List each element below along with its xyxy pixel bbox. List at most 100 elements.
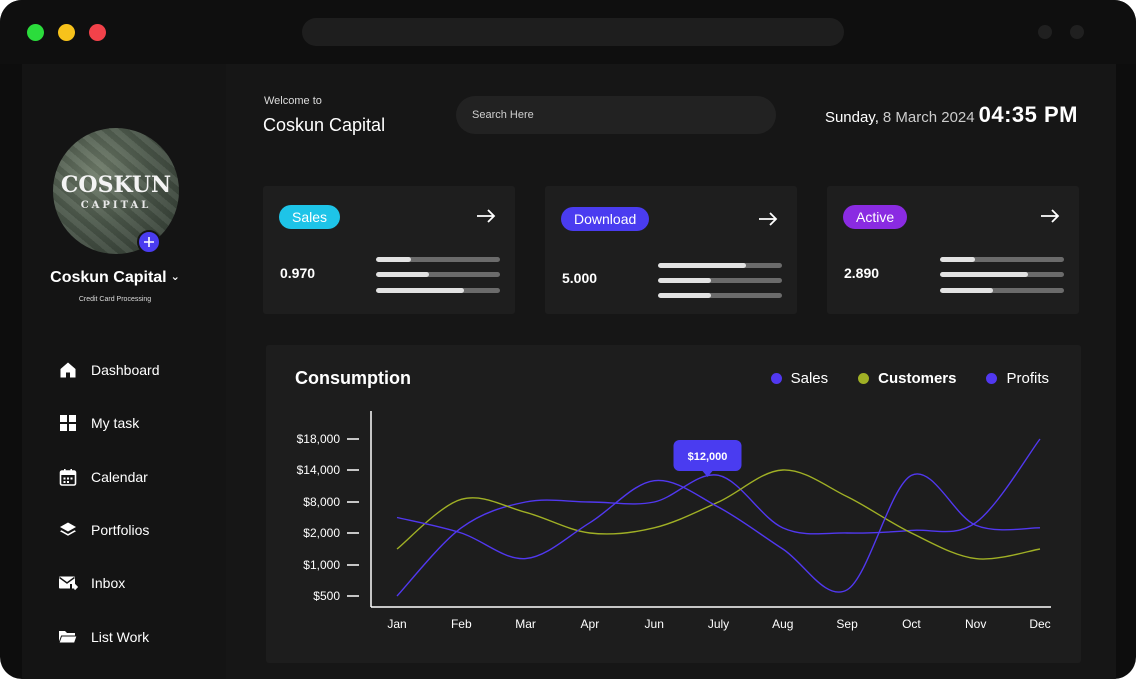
legend-dot	[770, 373, 782, 384]
legend-label: Profits	[1006, 370, 1049, 387]
legend-item-customers[interactable]: Customers	[858, 370, 956, 387]
arrow-right-icon[interactable]	[757, 211, 779, 227]
sidebar-item-label: Portfolios	[91, 522, 150, 538]
sidebar-item-list-work[interactable]: List Work	[58, 625, 218, 649]
series-line-customers	[396, 469, 1041, 560]
stat-card-download: Download 5.000	[545, 186, 797, 314]
progress-bar	[940, 288, 1064, 293]
x-tick-label: Mar	[515, 617, 536, 631]
sidebar-item-inbox[interactable]: Inbox	[58, 571, 218, 595]
y-tick-label: $14,000	[297, 463, 341, 477]
sidebar: COSKUN CAPITAL Coskun Capital ⌄ Credit Ca…	[22, 64, 226, 679]
company-switcher[interactable]: Coskun Capital ⌄	[22, 269, 208, 287]
chevron-down-icon: ⌄	[170, 271, 180, 283]
y-tick-label: $8,000	[303, 495, 340, 509]
layers-icon	[58, 520, 78, 540]
stat-value: 5.000	[562, 270, 598, 286]
progress-bar	[376, 257, 500, 262]
y-tick-label: $1,000	[303, 558, 340, 572]
sidebar-item-label: Calendar	[91, 469, 148, 485]
calendar-icon	[58, 467, 78, 487]
progress-bar	[940, 257, 1064, 262]
time-label: 04:35 PM	[978, 102, 1078, 127]
mail-icon	[58, 573, 78, 593]
chart-legend: Sales Customers Profits	[741, 370, 1049, 387]
legend-label: Customers	[878, 370, 957, 387]
x-tick-label: Dec	[1029, 617, 1050, 631]
series-line-profits	[396, 473, 1041, 593]
series-line-sales	[396, 438, 1041, 597]
y-tick-label: $2,000	[303, 526, 340, 540]
arrow-right-icon[interactable]	[475, 208, 497, 224]
close-window-button[interactable]	[89, 24, 106, 41]
date-time: Sunday, 8 March 2024 04:35 PM	[825, 102, 1078, 128]
progress-bar	[376, 288, 500, 293]
arrow-right-icon[interactable]	[1039, 208, 1061, 224]
avatar-logo-subtext: CAPITAL	[80, 200, 152, 211]
legend-item-sales[interactable]: Sales	[770, 370, 829, 387]
date-label: 8 March 2024	[882, 109, 975, 126]
stat-badge[interactable]: Sales	[279, 205, 341, 229]
x-tick-label: Nov	[965, 617, 986, 631]
minimize-window-button[interactable]	[58, 24, 75, 41]
sidebar-item-my-task[interactable]: My task	[58, 411, 218, 435]
sidebar-item-label: Inbox	[91, 575, 126, 591]
x-tick-label: Jan	[387, 617, 406, 631]
home-icon	[58, 360, 78, 380]
y-tick-label: $500	[313, 589, 340, 603]
y-tick-label: $18,000	[297, 432, 341, 446]
plus-icon	[144, 237, 154, 247]
progress-bar	[376, 272, 500, 277]
sidebar-item-label: Dashboard	[91, 362, 160, 378]
progress-bar	[658, 278, 782, 283]
sidebar-item-label: My task	[91, 415, 140, 431]
legend-dot	[986, 373, 998, 384]
stat-badge[interactable]: Active	[843, 205, 908, 229]
folder-icon	[58, 627, 78, 647]
x-tick-label: July	[708, 617, 729, 631]
x-tick-label: Oct	[902, 617, 921, 631]
stat-value: 0.970	[280, 265, 316, 281]
legend-label: Sales	[790, 370, 829, 387]
x-tick-label: Jun	[645, 617, 664, 631]
tooltip-pointer	[702, 471, 713, 477]
company-subtitle: Credit Card Processing	[78, 296, 152, 303]
avatar-logo-text: COSKUN	[60, 172, 172, 198]
page-title: Coskun Capital	[263, 115, 386, 135]
tooltip-box	[673, 440, 742, 471]
search-input[interactable]	[456, 96, 776, 134]
tooltip-label: $12,000	[688, 451, 728, 463]
sidebar-item-calendar[interactable]: Calendar	[58, 465, 218, 489]
x-tick-label: Apr	[581, 617, 600, 631]
toolbar-button[interactable]	[1070, 25, 1084, 39]
address-bar[interactable]	[302, 18, 844, 46]
progress-bar	[658, 293, 782, 298]
chart-tooltip: $12,000	[673, 440, 742, 477]
progress-bar	[940, 272, 1064, 277]
sidebar-item-label: List Work	[91, 629, 150, 645]
legend-item-profits[interactable]: Profits	[986, 370, 1049, 387]
title-bar	[0, 0, 1136, 64]
legend-dot	[858, 373, 870, 384]
consumption-chart-card: Consumption Sales Customers Profits $18,…	[266, 345, 1081, 663]
progress-bar	[658, 263, 782, 268]
sidebar-item-dashboard[interactable]: Dashboard	[58, 358, 218, 382]
main-content: Welcome to Coskun Capital Sunday, 8 Marc…	[226, 64, 1116, 679]
maximize-window-button[interactable]	[27, 24, 44, 41]
stat-card-active: Active 2.890	[827, 186, 1079, 314]
x-tick-label: Sep	[836, 617, 858, 631]
toolbar-button[interactable]	[1038, 25, 1052, 39]
stat-badge[interactable]: Download	[561, 207, 650, 231]
stat-value: 2.890	[844, 265, 880, 281]
welcome-text: Welcome to	[264, 95, 322, 107]
sidebar-item-portfolios[interactable]: Portfolios	[58, 518, 218, 542]
day-label: Sunday,	[824, 109, 879, 126]
x-tick-label: Aug	[772, 617, 793, 631]
consumption-line-chart: $18,000 $14,000 $8,000 $2,000 $1,000 $500 Jan F…	[297, 411, 1051, 631]
add-avatar-button[interactable]	[137, 230, 161, 254]
avatar: COSKUN CAPITAL	[53, 128, 179, 254]
x-tick-label: Feb	[451, 617, 472, 631]
stat-card-sales: Sales 0.970	[263, 186, 515, 314]
grid-icon	[58, 413, 78, 433]
